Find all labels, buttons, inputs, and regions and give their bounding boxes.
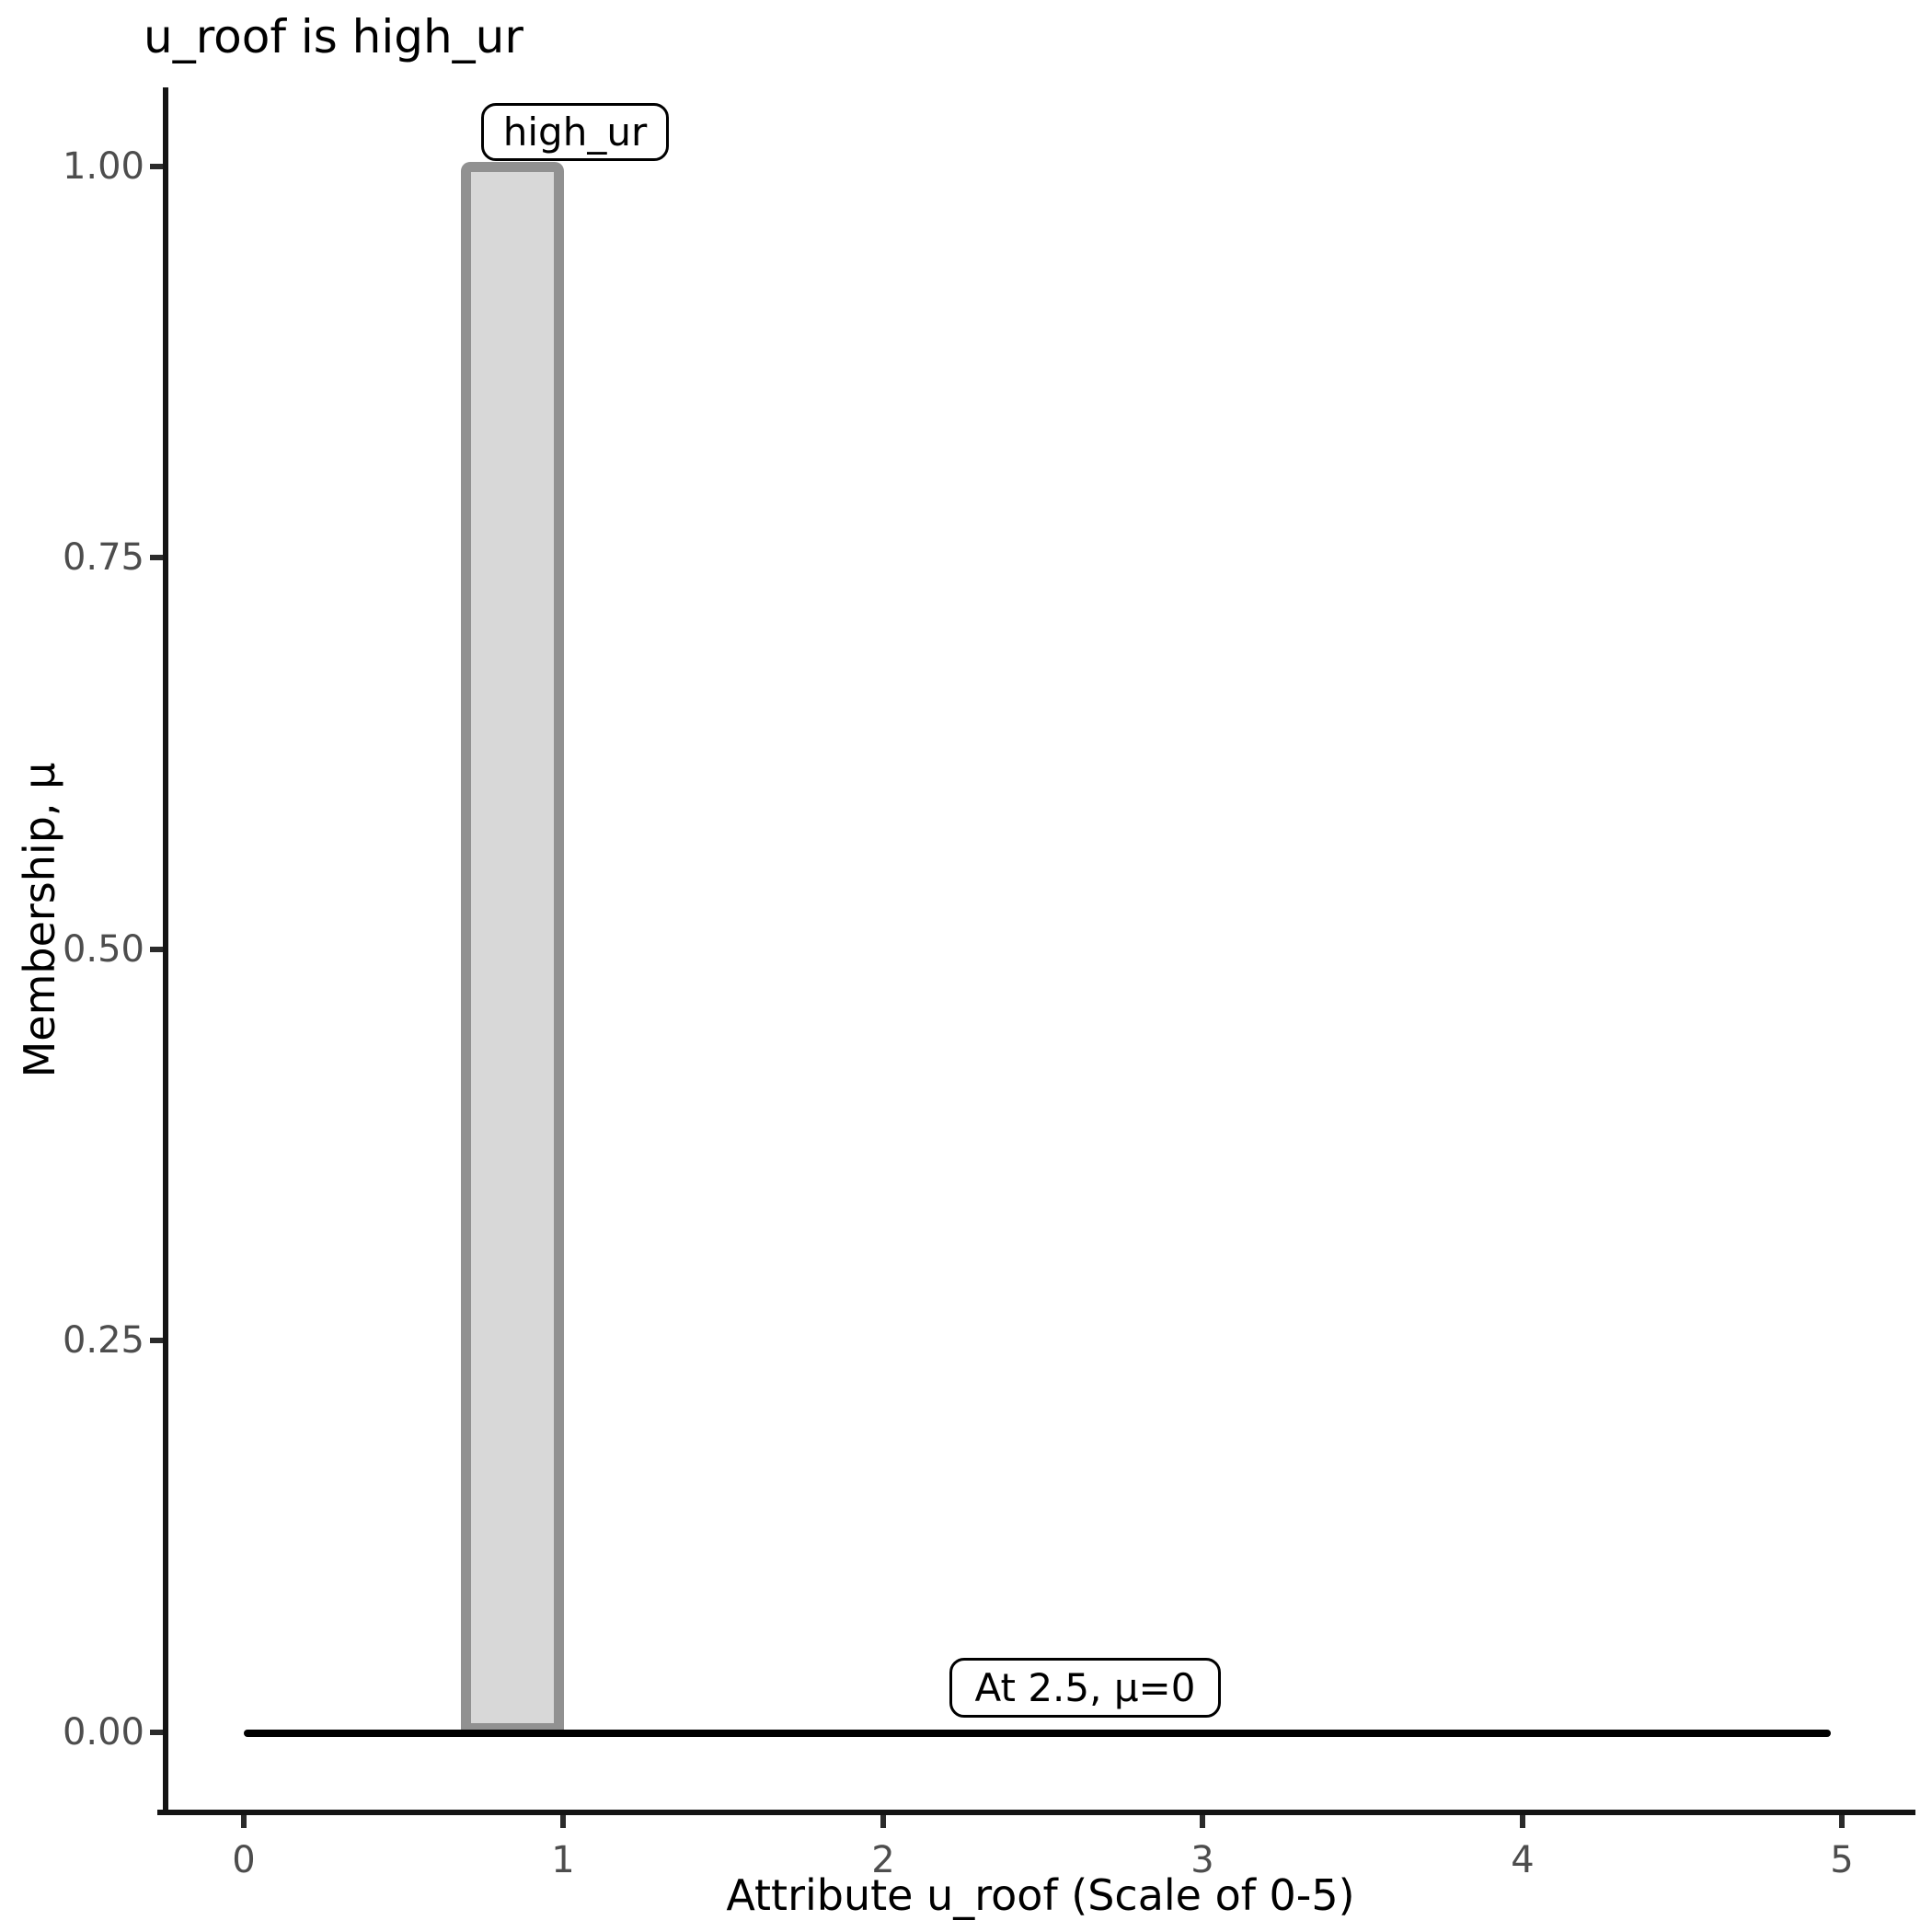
- y-tick-label-1.00: 1.00: [62, 145, 144, 188]
- x-tick-mark-5: [1839, 1815, 1845, 1828]
- y-tick-mark-0.25: [150, 1338, 163, 1343]
- x-tick-label-1: 1: [551, 1839, 575, 1881]
- x-tick-mark-4: [1520, 1815, 1525, 1828]
- set-label-box: high_ur: [481, 103, 669, 161]
- x-axis-line: [157, 1810, 1915, 1815]
- y-axis-title: Membership, μ: [15, 762, 64, 1078]
- x-tick-label-0: 0: [232, 1839, 256, 1881]
- x-tick-label-3: 3: [1190, 1839, 1214, 1881]
- x-tick-label-2: 2: [871, 1839, 895, 1881]
- y-tick-label-0.00: 0.00: [62, 1711, 144, 1754]
- set-label-text: high_ur: [502, 109, 648, 155]
- membership-bar-high-ur: [461, 162, 564, 1733]
- annotation-label-text: At 2.5, μ=0: [974, 1665, 1196, 1710]
- y-tick-mark-0.75: [150, 555, 163, 560]
- y-tick-label-0.50: 0.50: [62, 928, 144, 971]
- x-tick-label-5: 5: [1830, 1839, 1854, 1881]
- x-tick-mark-3: [1200, 1815, 1205, 1828]
- membership-zero-line: [244, 1730, 1831, 1737]
- x-tick-mark-2: [880, 1815, 886, 1828]
- x-tick-label-4: 4: [1511, 1839, 1535, 1881]
- annotation-label-box: At 2.5, μ=0: [949, 1658, 1221, 1718]
- y-axis-line: [163, 87, 168, 1815]
- x-tick-mark-1: [560, 1815, 566, 1828]
- y-tick-label-0.75: 0.75: [62, 536, 144, 579]
- y-tick-mark-1.00: [150, 164, 163, 169]
- y-tick-mark-0.00: [150, 1730, 163, 1735]
- plot-title: u_roof is high_ur: [144, 10, 523, 63]
- y-tick-mark-0.50: [150, 947, 163, 952]
- x-tick-mark-0: [241, 1815, 247, 1828]
- y-tick-label-0.25: 0.25: [62, 1319, 144, 1362]
- x-axis-title: Attribute u_roof (Scale of 0-5): [726, 1870, 1355, 1920]
